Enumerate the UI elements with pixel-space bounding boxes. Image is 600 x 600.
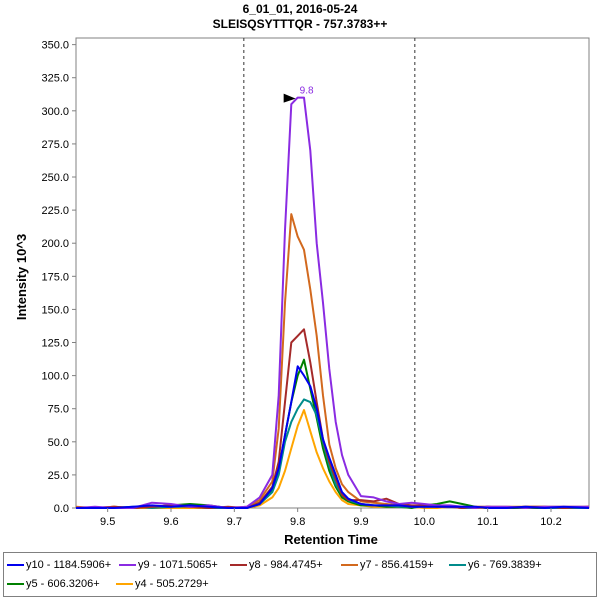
x-tick-label: 9.8 xyxy=(290,516,305,528)
x-tick-label: 9.5 xyxy=(100,516,115,528)
peak-label: 9.8 xyxy=(300,86,314,97)
chart-title: 6_01_01, 2016-05-24 xyxy=(242,2,358,16)
plot-area xyxy=(75,37,590,509)
x-tick-label: 9.7 xyxy=(227,516,242,528)
legend-label: y10 - 1184.5906+ xyxy=(26,559,112,571)
grid-layer xyxy=(75,37,590,509)
y-tick-label: 350.0 xyxy=(41,40,69,52)
y-tick-label: 325.0 xyxy=(41,73,69,85)
series-line-y10 xyxy=(76,365,590,509)
y-tick-label: 175.0 xyxy=(41,271,69,283)
y-tick-label: 75.0 xyxy=(48,404,69,416)
retention-window-lines xyxy=(243,38,416,508)
legend-swatch xyxy=(341,564,358,566)
legend-label: y9 - 1071.5065+ xyxy=(138,559,218,571)
x-tick-label: 10.2 xyxy=(540,516,561,528)
y-tick-label: 250.0 xyxy=(41,172,69,184)
y-tick-label: 25.0 xyxy=(48,470,69,482)
y-tick-label: 100.0 xyxy=(41,371,69,383)
y-tick-label: 150.0 xyxy=(41,304,69,316)
x-tick-label: 9.9 xyxy=(353,516,368,528)
legend-label: y6 - 769.3839+ xyxy=(468,559,542,571)
x-tick-label: 9.6 xyxy=(163,516,178,528)
axis-layer: 0.0 25.0 50.0 75.0 100.0 125.0 150.0 175.0 200.0… xyxy=(41,40,561,528)
legend-item-y7: y7 - 856.4159+ xyxy=(341,559,434,571)
chart-subtitle: SLEISQSYTTTQR - 757.3783++ xyxy=(212,17,388,31)
x-tick-label: 10.0 xyxy=(414,516,435,528)
legend-swatch xyxy=(449,564,466,566)
legend-item-y4: y4 - 505.2729+ xyxy=(116,578,209,590)
peak-arrow-icon xyxy=(283,93,296,103)
peak-annotation: 9.8 xyxy=(283,86,314,103)
y-tick-label: 225.0 xyxy=(41,205,69,217)
y-tick-label: 300.0 xyxy=(41,106,69,118)
y-tick-label: 0.0 xyxy=(54,503,69,515)
y-tick-label: 50.0 xyxy=(48,437,69,449)
legend-item-y5: y5 - 606.3206+ xyxy=(7,578,100,590)
chromatogram-chart: 0.0 25.0 50.0 75.0 100.0 125.0 150.0 175.0 200.0… xyxy=(14,37,590,547)
x-tick-label: 10.1 xyxy=(477,516,498,528)
legend-swatch xyxy=(230,564,247,566)
legend-label: y5 - 606.3206+ xyxy=(26,578,100,590)
legend-item-y10: y10 - 1184.5906+ xyxy=(7,559,111,571)
legend-item-y8: y8 - 984.4745+ xyxy=(230,559,323,571)
legend-swatch xyxy=(7,564,24,566)
legend-label: y4 - 505.2729+ xyxy=(135,578,209,590)
y-axis-label: Intensity 10^3 xyxy=(14,234,29,320)
y-tick-label: 200.0 xyxy=(41,238,69,250)
series-line-y5 xyxy=(76,358,589,509)
y-tick-label: 275.0 xyxy=(41,139,69,151)
legend-swatch xyxy=(116,583,133,585)
legend-label: y7 - 856.4159+ xyxy=(360,559,434,571)
series-layer xyxy=(75,96,590,509)
legend-label: y8 - 984.4745+ xyxy=(249,559,323,571)
x-axis-label: Retention Time xyxy=(284,532,378,547)
legend: y10 - 1184.5906+ y9 - 1071.5065+ y8 - 984.… xyxy=(3,552,597,597)
legend-item-y9: y9 - 1071.5065+ xyxy=(119,559,218,571)
legend-swatch xyxy=(7,583,24,585)
legend-item-y6: y6 - 769.3839+ xyxy=(449,559,542,571)
legend-swatch xyxy=(119,564,136,566)
y-tick-label: 125.0 xyxy=(41,338,69,350)
